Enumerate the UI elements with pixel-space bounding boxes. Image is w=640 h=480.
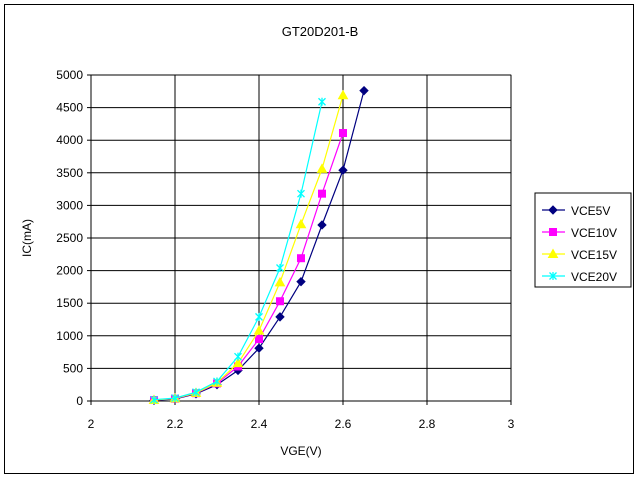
legend-item-vce15v: VCE15V — [542, 248, 617, 262]
y-tick-label: 3500 — [56, 166, 83, 180]
chart-svg: GT20D201-B 0 500 1000 1500 2000 2500 3000 3500 4… — [20, 24, 632, 458]
data-point — [338, 165, 348, 175]
chart-title: GT20D201-B — [282, 24, 359, 39]
x-tick-label: 3 — [508, 417, 515, 431]
series-group — [148, 85, 369, 406]
legend-item-vce20v: VCE20V — [542, 270, 617, 284]
data-point — [297, 189, 305, 198]
data-point — [297, 254, 305, 263]
data-point — [253, 325, 265, 335]
data-point — [255, 335, 263, 344]
y-axis-ticks: 0 500 1000 1500 2000 2500 3000 3500 4000 4500 5000 — [56, 68, 91, 408]
y-tick-label: 5000 — [56, 68, 83, 82]
data-point — [213, 377, 221, 386]
data-point — [276, 297, 284, 306]
data-point — [276, 263, 284, 272]
x-axis-ticks: 2 2.2 2.4 2.6 2.8 3 — [88, 401, 515, 431]
y-tick-label: 500 — [63, 361, 83, 375]
x-tick-label: 2.8 — [419, 417, 436, 431]
data-point — [234, 352, 242, 361]
legend-item-vce10v: VCE10V — [542, 226, 617, 240]
grid-lines — [90, 74, 512, 402]
data-point — [359, 85, 369, 96]
chart-area: GT20D201-B 0 500 1000 1500 2000 2500 3000 3500 4… — [4, 4, 634, 474]
data-point — [192, 388, 200, 397]
x-tick-label: 2.2 — [167, 417, 184, 431]
data-point — [318, 189, 326, 198]
legend-label: VCE15V — [571, 248, 617, 262]
data-point — [316, 163, 328, 173]
data-point — [549, 272, 557, 280]
series-vce20v — [150, 97, 326, 404]
y-tick-label: 1500 — [56, 296, 83, 310]
data-point — [549, 228, 557, 236]
y-axis-label: IC(mA) — [20, 219, 34, 257]
data-point — [339, 129, 347, 138]
y-tick-label: 2500 — [56, 231, 83, 245]
y-tick-label: 4500 — [56, 101, 83, 115]
y-tick-label: 4000 — [56, 133, 83, 147]
data-point — [295, 218, 307, 229]
data-point — [171, 394, 179, 403]
x-tick-label: 2.4 — [251, 417, 268, 431]
data-point — [337, 89, 349, 100]
data-point — [318, 97, 326, 106]
y-tick-label: 1000 — [56, 329, 83, 343]
data-point — [275, 312, 285, 322]
data-point — [255, 312, 263, 321]
data-point — [296, 276, 306, 287]
data-point — [317, 220, 327, 230]
x-tick-label: 2.6 — [335, 417, 352, 431]
data-point — [150, 395, 158, 404]
data-point — [232, 357, 244, 368]
x-axis-label: VGE(V) — [280, 444, 321, 458]
y-tick-label: 0 — [76, 394, 83, 408]
data-point — [274, 276, 286, 287]
legend: VCE5V VCE10V VCE15V VCE20V — [542, 204, 617, 284]
data-point — [254, 343, 264, 353]
data-point — [547, 248, 559, 258]
legend-label: VCE10V — [571, 226, 617, 240]
legend-label: VCE20V — [571, 270, 617, 284]
x-tick-label: 2 — [88, 417, 95, 431]
legend-item-vce5v: VCE5V — [542, 204, 610, 218]
y-tick-label: 2000 — [56, 264, 83, 278]
legend-label: VCE5V — [571, 204, 610, 218]
y-tick-label: 3000 — [56, 198, 83, 212]
data-point — [548, 205, 558, 215]
